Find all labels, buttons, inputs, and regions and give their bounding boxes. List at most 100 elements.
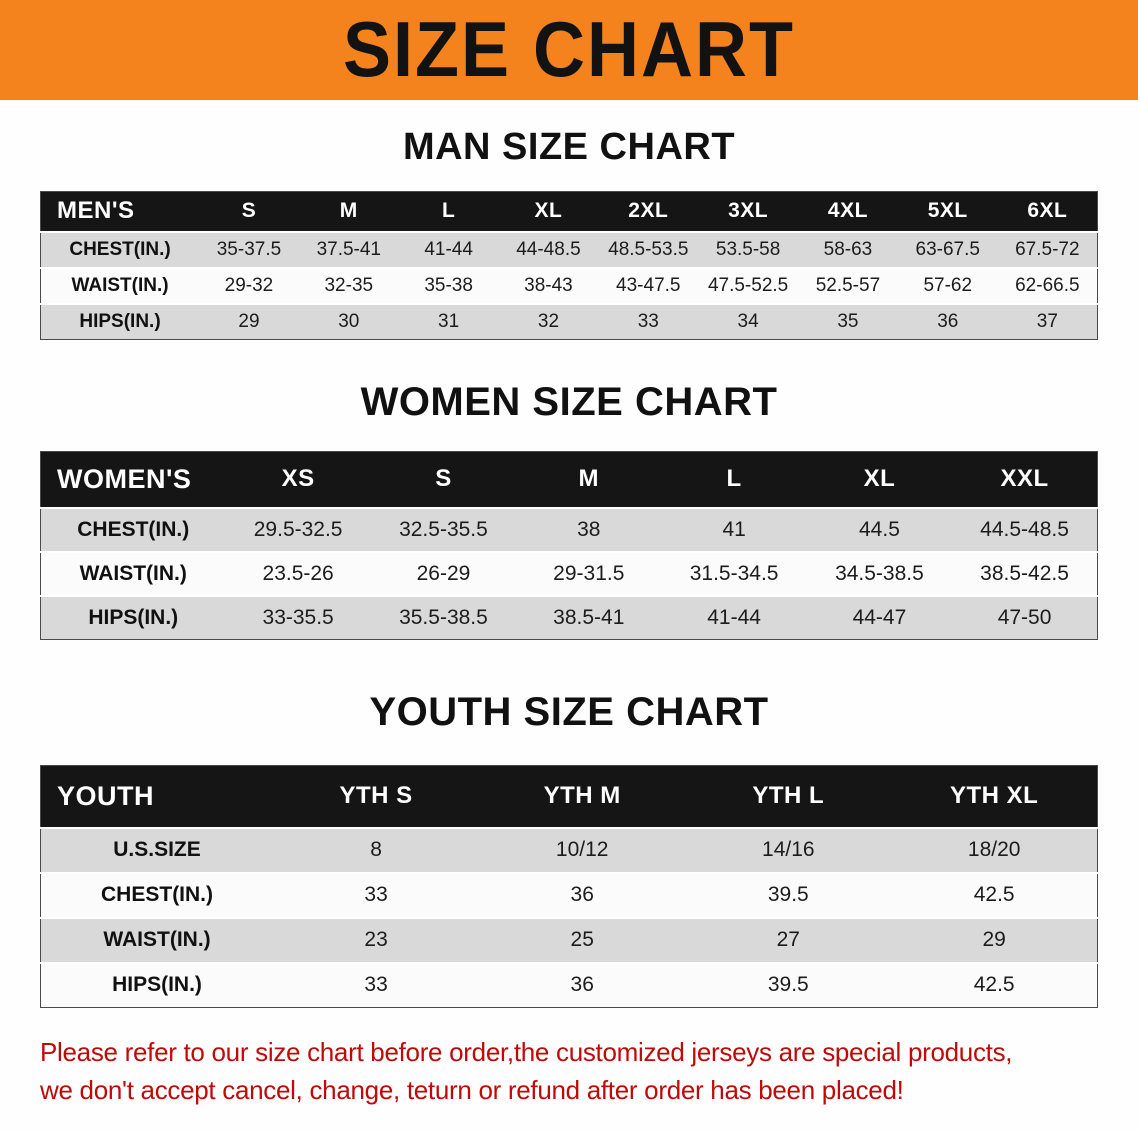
size-column-header: 6XL <box>997 191 1098 232</box>
size-value: 33 <box>364 883 388 906</box>
size-column-header: YTH M <box>479 765 686 828</box>
size-value: 18/20 <box>967 838 1021 861</box>
size-value: 41-44 <box>707 605 761 629</box>
table-row: HIPS(IN.) 33 36 39.5 42.5 <box>40 962 1098 1008</box>
table-row: CHEST(IN.) 33 36 39.5 42.5 <box>40 872 1098 918</box>
size-value: 35.5-38.5 <box>399 605 488 629</box>
size-value: 35 <box>837 310 859 332</box>
size-column-header: XS <box>225 451 371 508</box>
disclaimer-line-1: Please refer to our size chart before or… <box>40 1037 1013 1067</box>
size-value: 23 <box>364 928 388 951</box>
size-value: 26-29 <box>416 561 471 585</box>
row-label: CHEST(IN.) <box>101 883 214 906</box>
table-row: U.S.SIZE 8 10/12 14/16 18/20 <box>40 827 1098 873</box>
size-column-header: 2XL <box>598 191 699 232</box>
size-value: 35-37.5 <box>216 238 282 260</box>
size-value: 27 <box>776 928 800 951</box>
men-section-heading: MAN SIZE CHART <box>402 126 736 168</box>
size-value: 29 <box>238 310 260 332</box>
row-label: CHEST(IN.) <box>69 238 171 260</box>
size-value: 41 <box>722 517 746 541</box>
size-column-header: 5XL <box>897 191 998 232</box>
women-size-table: WOMEN'S XS S M L XL XXL CHEST(IN.) 29.5-32.5 32.5… <box>40 451 1098 640</box>
size-value: 38 <box>577 517 601 541</box>
row-label: WAIST(IN.) <box>71 274 169 296</box>
size-value: 8 <box>370 838 382 861</box>
size-value: 47.5-52.5 <box>707 274 789 296</box>
table-row: WAIST(IN.) 29-32 32-35 35-38 38-43 43-47.5 47.… <box>40 267 1098 304</box>
size-value: 53.5-58 <box>715 238 781 260</box>
row-label: U.S.SIZE <box>113 838 201 861</box>
size-value: 29 <box>982 928 1006 951</box>
disclaimer-line-2: we don't accept cancel, change, teturn o… <box>40 1074 904 1105</box>
row-label: WAIST(IN.) <box>103 928 211 951</box>
size-column-header: XL <box>806 451 953 508</box>
banner: SIZE CHART <box>0 0 1138 100</box>
size-column-header: S <box>199 191 299 232</box>
size-value: 48.5-53.5 <box>608 238 689 260</box>
size-value: 25 <box>570 928 594 951</box>
size-value: 30 <box>338 310 360 332</box>
size-value: 29-32 <box>224 274 274 296</box>
table-row: HIPS(IN.) 33-35.5 35.5-38.5 38.5-41 41-44 44-… <box>40 595 1098 640</box>
size-value: 44.5-48.5 <box>980 517 1069 541</box>
table-row: WAIST(IN.) 23.5-26 26-29 29-31.5 31.5-34.5 34… <box>40 551 1098 596</box>
size-column-header: XXL <box>952 451 1098 508</box>
corner-header: WOMEN'S <box>40 451 226 508</box>
size-value: 39.5 <box>767 973 809 997</box>
size-value: 38.5-41 <box>553 605 625 629</box>
table-row: WAIST(IN.) 23 25 27 29 <box>40 917 1098 963</box>
row-label: HIPS(IN.) <box>112 973 202 997</box>
table-row: HIPS(IN.) 29 30 31 32 33 34 35 36 37 <box>40 303 1098 340</box>
size-value: 58-63 <box>823 238 873 260</box>
size-column-header: YTH L <box>685 765 892 828</box>
youth-size-table: YOUTH YTH S YTH M YTH L YTH XL U.S.SIZE 8 10/12… <box>40 765 1098 1008</box>
table-row: CHEST(IN.) 29.5-32.5 32.5-35.5 38 41 44.5 44.5… <box>40 507 1098 552</box>
size-value: 42.5 <box>973 973 1015 997</box>
row-label: WAIST(IN.) <box>79 561 187 585</box>
disclaimer: Please refer to our size chart before or… <box>40 1034 1098 1109</box>
size-column-header: L <box>661 451 807 508</box>
page-title: SIZE CHART <box>343 6 795 94</box>
youth-section-heading: YOUTH SIZE CHART <box>369 690 769 734</box>
size-column-header: 4XL <box>798 191 898 232</box>
size-value: 32-35 <box>324 274 374 296</box>
size-column-header: M <box>298 191 399 232</box>
size-column-header: YTH XL <box>891 765 1098 828</box>
size-value: 38-43 <box>524 274 573 296</box>
size-column-header: S <box>370 451 517 508</box>
size-column-header: YTH S <box>273 765 480 828</box>
corner-header: YOUTH <box>40 765 274 828</box>
size-value: 47-50 <box>997 605 1052 629</box>
table-header-row: YOUTH YTH S YTH M YTH L YTH XL <box>40 765 1098 828</box>
size-value: 44.5 <box>859 517 900 541</box>
size-value: 35-38 <box>424 274 473 296</box>
size-value: 33-35.5 <box>262 605 334 629</box>
size-value: 37 <box>1036 310 1058 332</box>
size-value: 62-66.5 <box>1015 274 1080 296</box>
size-value: 32.5-35.5 <box>399 517 488 541</box>
size-column-header: 3XL <box>698 191 799 232</box>
size-value: 38.5-42.5 <box>980 561 1069 585</box>
size-value: 23.5-26 <box>262 561 334 585</box>
size-value: 57-62 <box>923 274 973 296</box>
size-value: 14/16 <box>762 838 815 861</box>
size-value: 37.5-41 <box>316 238 382 260</box>
size-value: 36 <box>937 310 959 332</box>
size-value: 34 <box>737 310 759 332</box>
size-value: 32 <box>537 310 560 332</box>
size-value: 43-47.5 <box>616 274 681 296</box>
size-value: 33 <box>637 310 659 332</box>
table-header-row: MEN'S S M L XL 2XL 3XL 4XL 5XL 6XL <box>40 191 1098 232</box>
size-value: 29.5-32.5 <box>253 517 343 541</box>
size-value: 44-48.5 <box>516 238 581 260</box>
size-chart-page: SIZE CHART MAN SIZE CHART MEN'S S M L XL 2XL 3… <box>0 0 1138 1109</box>
table-row: CHEST(IN.) 35-37.5 37.5-41 41-44 44-48.5 48.5… <box>40 231 1098 268</box>
size-value: 36 <box>570 883 594 906</box>
size-value: 36 <box>570 973 594 997</box>
women-size-section: WOMEN SIZE CHART WOMEN'S XS S M L XL XXL CHEST(… <box>0 380 1138 640</box>
table-header-row: WOMEN'S XS S M L XL XXL <box>40 451 1098 508</box>
size-value: 67.5-72 <box>1015 238 1080 260</box>
size-value: 29-31.5 <box>553 561 625 585</box>
size-column-header: M <box>516 451 662 508</box>
